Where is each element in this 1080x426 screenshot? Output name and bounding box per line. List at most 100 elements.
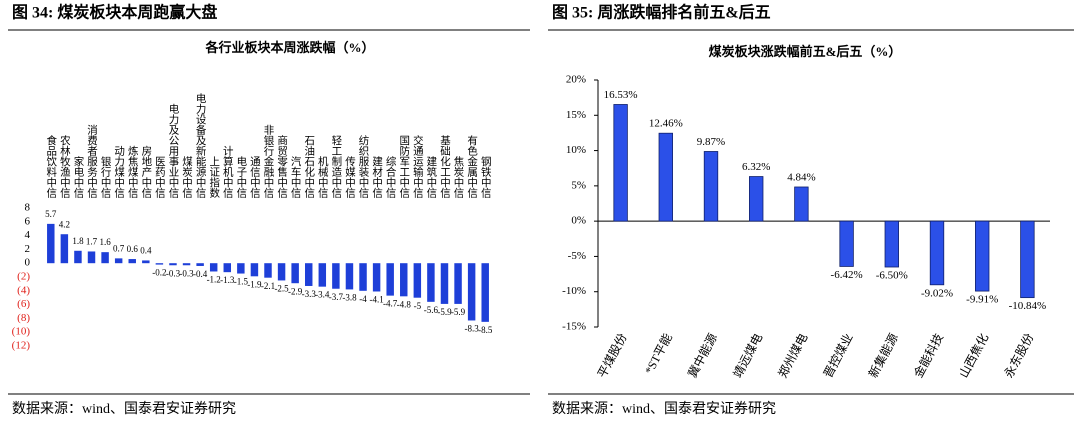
x-tick-label: 通信中信 bbox=[249, 156, 260, 199]
y-tick-label: (6) bbox=[17, 298, 30, 310]
y-tick-label: 8 bbox=[25, 202, 31, 214]
bar bbox=[975, 220, 990, 292]
bar bbox=[196, 263, 204, 266]
bar bbox=[128, 259, 136, 264]
x-tick-label: 电子中信 bbox=[235, 155, 246, 199]
data-label: -0.4 bbox=[193, 269, 208, 279]
data-label: -1.3 bbox=[220, 275, 235, 285]
data-label: 16.53% bbox=[604, 89, 638, 101]
x-tick-label: 计算机中信 bbox=[222, 145, 233, 199]
data-label: -2.1 bbox=[261, 281, 275, 291]
data-label: -1.9 bbox=[247, 279, 262, 289]
figure-heading: 图 35: 周涨跌幅排名前五&后五 bbox=[552, 3, 771, 22]
x-tick-label: 建筑中信 bbox=[425, 155, 436, 199]
bar bbox=[884, 220, 899, 268]
x-tick-label: 靖远煤电 bbox=[730, 331, 765, 380]
data-label: -1.5 bbox=[234, 277, 249, 287]
data-label: -5.9 bbox=[437, 307, 452, 317]
x-tick-label: 纺织服装中信 bbox=[358, 134, 369, 199]
x-tick-label: 家电中信 bbox=[72, 155, 83, 199]
data-label: -0.2 bbox=[152, 268, 166, 278]
x-tick-label: 机械中信 bbox=[317, 155, 328, 199]
data-label: 0.4 bbox=[140, 246, 152, 256]
bar bbox=[440, 263, 449, 304]
bar bbox=[703, 151, 719, 222]
x-tick-label: 有色金属中信 bbox=[466, 134, 477, 199]
x-tick-label: 金能科技 bbox=[910, 331, 946, 380]
bar bbox=[74, 250, 82, 264]
bar bbox=[1020, 220, 1035, 299]
bar bbox=[427, 263, 435, 302]
x-tick-label: 消费者服务中信 bbox=[86, 124, 97, 199]
data-label: -4.7 bbox=[383, 299, 398, 309]
bar bbox=[101, 252, 109, 264]
bar bbox=[749, 176, 764, 222]
y-tick-label: (2) bbox=[17, 271, 30, 283]
y-tick-label: (10) bbox=[12, 326, 31, 338]
x-tick-label: 电力及公用事业中信 bbox=[167, 103, 178, 199]
bar bbox=[372, 263, 381, 292]
data-label: -8.5 bbox=[478, 325, 493, 335]
x-tick-label: 山西焦化 bbox=[956, 331, 991, 380]
data-label: 12.46% bbox=[649, 118, 683, 130]
data-label: -6.50% bbox=[876, 270, 908, 282]
source-note: 数据来源：wind、国泰君安证券研究 bbox=[552, 401, 776, 417]
x-tick-label: 郑州煤电 bbox=[775, 331, 811, 380]
x-tick-label: 炼焦煤中信 bbox=[127, 145, 138, 199]
data-label: -6.42% bbox=[831, 269, 863, 281]
bar bbox=[400, 263, 408, 297]
data-label: -10.84% bbox=[1009, 300, 1047, 312]
data-label: -3.3 bbox=[302, 289, 317, 299]
x-tick-label: 轻工制造中信 bbox=[330, 134, 341, 199]
bar bbox=[264, 263, 272, 278]
bar bbox=[386, 263, 394, 296]
bar bbox=[454, 263, 462, 304]
bar bbox=[142, 260, 150, 264]
data-label: -3.4 bbox=[315, 290, 330, 300]
bar bbox=[155, 263, 164, 265]
y-tick-label: (4) bbox=[17, 284, 30, 296]
bar bbox=[345, 263, 354, 290]
x-tick-label: 建材中信 bbox=[371, 155, 382, 199]
x-tick-label: 医药中信 bbox=[154, 156, 165, 199]
data-label: -9.02% bbox=[921, 287, 953, 299]
x-tick-label: 永东股份 bbox=[1002, 331, 1037, 380]
data-label: -5.9 bbox=[451, 307, 466, 317]
bar bbox=[209, 263, 218, 272]
bar bbox=[60, 234, 69, 264]
data-label: 4.2 bbox=[59, 219, 70, 229]
bar bbox=[47, 223, 55, 264]
data-label: 4.84% bbox=[787, 172, 815, 184]
x-tick-label: 传媒中信 bbox=[344, 156, 355, 199]
bar bbox=[237, 263, 245, 274]
y-tick-label: 0 bbox=[25, 257, 31, 269]
y-tick-label: 0% bbox=[571, 215, 586, 227]
bar bbox=[250, 263, 259, 277]
data-label: -5.6 bbox=[424, 305, 439, 315]
x-tick-label: 电力设备及新能源中信 bbox=[195, 92, 206, 199]
x-tick-label: 房地产中信 bbox=[140, 145, 151, 199]
bar bbox=[332, 263, 340, 289]
data-label: -5 bbox=[414, 301, 422, 311]
data-label: -4.1 bbox=[369, 295, 383, 305]
x-tick-label: 煤炭中信 bbox=[181, 155, 192, 199]
x-tick-label: 国防军工中信 bbox=[398, 135, 409, 199]
x-tick-label: 晋控煤业 bbox=[821, 331, 856, 380]
bar bbox=[481, 263, 489, 322]
data-label: 6.32% bbox=[742, 161, 770, 173]
bar bbox=[169, 263, 177, 266]
data-label: -1.2 bbox=[207, 275, 221, 285]
data-label: 9.87% bbox=[697, 136, 725, 148]
y-tick-label: 10% bbox=[566, 144, 586, 156]
y-tick-label: 4 bbox=[25, 229, 31, 241]
data-label: -2.9 bbox=[288, 286, 303, 296]
x-tick-label: 农林牧渔中信 bbox=[59, 134, 70, 199]
bar bbox=[114, 258, 123, 264]
bar bbox=[794, 186, 809, 222]
data-label: -0.3 bbox=[179, 268, 194, 278]
data-label: 1.8 bbox=[72, 236, 84, 246]
x-tick-label: 石油石化中信 bbox=[303, 135, 314, 199]
x-tick-label: 动力煤中信 bbox=[113, 146, 124, 199]
data-label: 0.7 bbox=[113, 243, 125, 253]
